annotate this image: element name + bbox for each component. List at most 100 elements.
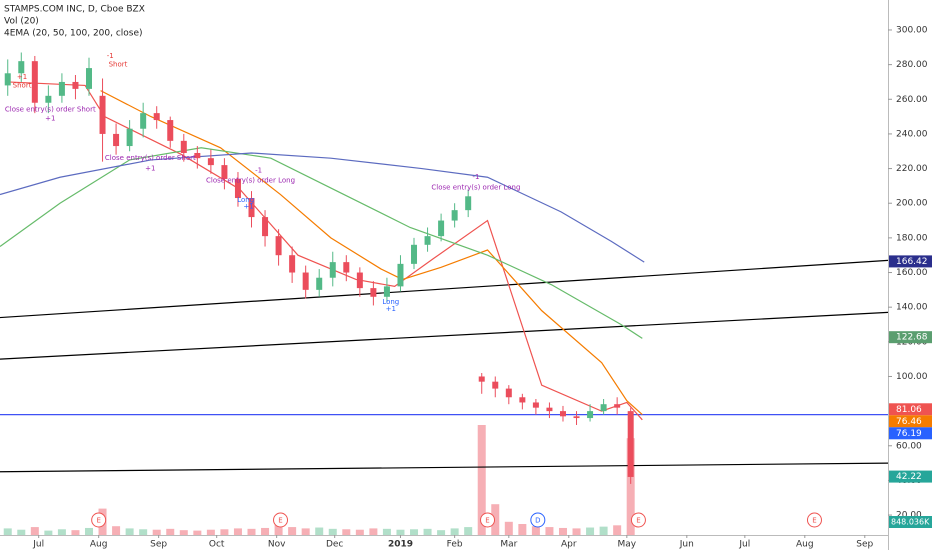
y-tick-label: 140.00: [896, 303, 928, 313]
candle-body: [289, 255, 296, 273]
strategy-annotation: +1: [386, 305, 396, 313]
candle-body: [370, 288, 377, 297]
candle-body: [4, 73, 11, 86]
strategy-annotation: +1: [145, 165, 155, 173]
candle-body: [85, 68, 92, 89]
event-marker: [480, 512, 496, 528]
candle-body: [329, 262, 336, 278]
candle-body: [492, 381, 499, 389]
volume-bar: [342, 529, 351, 535]
price-label-box: [889, 415, 932, 428]
candle-body: [58, 81, 65, 96]
indicator-label: 4EMA (20, 50, 100, 200, close): [4, 29, 143, 39]
candle-body: [126, 128, 133, 147]
candle-body: [478, 376, 485, 382]
volume-bar: [315, 527, 324, 535]
x-tick-label: 2019: [388, 540, 413, 550]
volume-bar: [531, 526, 540, 535]
y-tick-label: 300.00: [896, 25, 928, 35]
candle-body: [383, 286, 390, 297]
x-tick-label: Sep: [856, 540, 873, 550]
volume-bar: [166, 528, 175, 535]
volume-bar: [382, 528, 391, 535]
price-label: 166.42: [896, 257, 928, 267]
candle-body: [99, 95, 106, 134]
strategy-annotation: +1: [243, 203, 253, 211]
volume-bar: [491, 504, 500, 535]
x-tick-label: Aug: [90, 540, 108, 550]
volume-bar: [206, 529, 215, 535]
y-tick-label: 260.00: [896, 95, 928, 105]
candle-body: [438, 220, 445, 237]
candle-body: [397, 263, 404, 287]
event-marker: [91, 512, 107, 528]
volume-bar: [545, 527, 554, 535]
price-label: 122.68: [896, 333, 928, 343]
candle-body: [275, 236, 282, 256]
candle-body: [248, 198, 255, 218]
trend-line: [0, 259, 889, 319]
price-label-box: [889, 403, 932, 416]
candle-body: [343, 262, 350, 273]
candle-body: [18, 61, 25, 74]
x-tick-label: Apr: [561, 540, 577, 550]
volume-bar: [369, 528, 378, 535]
volume-bar: [626, 438, 635, 535]
candle-body: [587, 411, 594, 419]
volume-bar: [504, 521, 513, 535]
volume-bar: [586, 527, 595, 535]
volume-bar: [44, 530, 53, 535]
price-label-box: [889, 255, 932, 268]
volume-bar: [233, 528, 242, 535]
candle-body: [31, 61, 38, 103]
x-tick-label: Mar: [500, 540, 517, 550]
volume-bar: [193, 530, 202, 535]
price-label-box: [889, 470, 932, 483]
candle-body: [505, 388, 512, 398]
volume-bar: [247, 528, 256, 535]
volume-bar: [477, 425, 486, 535]
volume-bar: [179, 530, 188, 535]
price-label: 76.19: [896, 429, 922, 439]
candle-body: [45, 95, 52, 103]
candle-body: [451, 210, 458, 221]
candle-body: [356, 272, 363, 289]
candle-body: [614, 404, 621, 408]
candle-body: [234, 178, 241, 199]
chart-title: STAMPS.COM INC, D, Cboe BZX: [4, 5, 145, 15]
trend-line: [0, 311, 889, 360]
price-label-box: [889, 427, 932, 440]
event-label: E: [812, 517, 816, 525]
strategy-annotation: Long: [237, 196, 254, 204]
y-tick-label: 280.00: [896, 60, 928, 70]
candle-body: [207, 158, 214, 166]
y-tick-label: 160.00: [896, 268, 928, 278]
candle-body: [411, 244, 418, 264]
volume-bar: [71, 530, 80, 535]
candle-body: [573, 416, 580, 419]
volume-bar: [396, 529, 405, 535]
event-label: D: [535, 517, 540, 525]
y-tick-label: 20.00: [896, 511, 922, 521]
volume-bar: [572, 528, 581, 535]
x-tick-label: Jun: [679, 540, 694, 550]
candle-body: [600, 404, 607, 412]
volume-bar: [518, 524, 527, 535]
volume-bar: [220, 529, 229, 535]
candle-body: [221, 165, 228, 179]
volume-bar: [613, 525, 622, 535]
x-tick-label: Sep: [150, 540, 167, 550]
x-tick-label: Oct: [209, 540, 225, 550]
y-tick-label: 200.00: [896, 199, 928, 209]
candle-body: [519, 397, 526, 403]
volume-bar: [261, 527, 270, 535]
candle-body: [465, 196, 472, 211]
event-marker: [806, 512, 822, 528]
candle-body: [424, 236, 431, 245]
ema-line: [0, 147, 643, 339]
strategy-annotation: Long: [382, 298, 399, 306]
candle-body: [532, 402, 539, 408]
event-marker: [530, 512, 546, 528]
